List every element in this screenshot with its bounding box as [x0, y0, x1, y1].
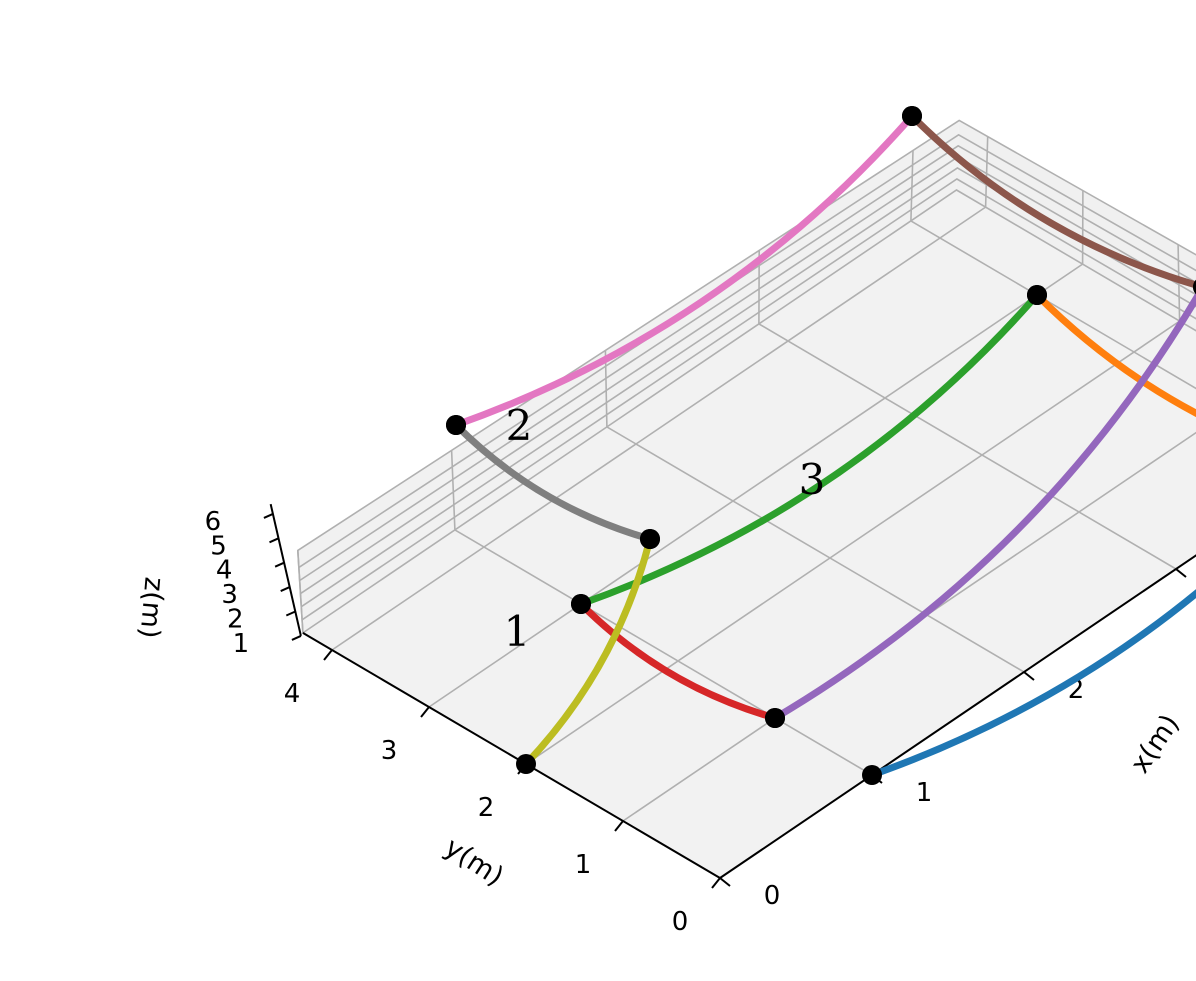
z-tick: [280, 586, 291, 593]
endpoint-marker: [1193, 279, 1196, 295]
y-tick-label: 3: [381, 736, 398, 766]
z-tick: [269, 537, 279, 544]
x-tick-label: 0: [764, 881, 781, 911]
z-tick-label: 1: [233, 629, 250, 659]
x-axis-label: x(m): [1125, 709, 1186, 779]
annotation-group: 1 2 3: [504, 401, 826, 656]
grid-line-z: [298, 133, 1196, 569]
z-axis-label: z(m): [133, 576, 169, 640]
grid-line-z: [299, 144, 1196, 582]
series-line-9: [522, 535, 654, 768]
y-tick: [420, 706, 430, 718]
x-tick: [1023, 671, 1035, 681]
y-tick-label: 0: [672, 907, 689, 937]
z-tick-label: 4: [216, 556, 233, 586]
series-line-1: [868, 589, 1196, 779]
series-line-8: [452, 421, 654, 543]
z-axis-line: [269, 503, 302, 637]
grid-line-z: [302, 189, 1196, 634]
y-tick-label: 2: [478, 793, 495, 823]
endpoint-marker: [902, 106, 922, 126]
annotation-3: 3: [799, 455, 826, 504]
series-line-4: [577, 600, 779, 722]
annotation-2: 2: [506, 401, 533, 450]
series-line-5: [771, 291, 1196, 722]
axis-lines: [269, 503, 1196, 879]
endpoint-marker: [516, 754, 536, 774]
x-axis-line: [719, 554, 1196, 879]
z-tick-label: 5: [210, 531, 227, 561]
endpoint-marker: [765, 708, 785, 728]
z-tick-label: 3: [221, 580, 238, 610]
y-tick: [323, 649, 333, 661]
z-tick: [291, 634, 302, 641]
x-tick: [1175, 568, 1187, 578]
y-tick-label: 1: [575, 850, 592, 880]
axis-ticks: 0123401234123456: [205, 507, 1187, 937]
x-tick-label: 1: [916, 778, 933, 808]
y-tick: [614, 820, 624, 832]
back-wall-pane: [297, 120, 960, 633]
endpoint-marker: [1027, 285, 1047, 305]
endpoint-marker: [446, 415, 466, 435]
y-tick: [711, 877, 721, 889]
grid-line-z: [300, 166, 1196, 608]
series-line-7: [452, 112, 916, 429]
x-tick: [719, 877, 731, 887]
z-tick-label: 6: [205, 507, 222, 537]
pane-edge: [296, 119, 1196, 633]
y-axis-label: y(m): [439, 832, 509, 893]
axes-panes: [297, 120, 1196, 878]
endpoint-marker: [862, 765, 882, 785]
series-line-2: [1033, 291, 1196, 418]
series-line-3: [577, 291, 1041, 608]
endpoint-marker: [571, 594, 591, 614]
y-tick-label: 4: [284, 679, 301, 709]
grid-line-z: [301, 178, 1196, 621]
series-group: [452, 112, 1196, 779]
marker-group: [446, 106, 1196, 785]
z-tick: [263, 512, 274, 519]
z-tick: [285, 610, 296, 617]
z-tick: [274, 561, 285, 568]
annotation-1: 1: [504, 607, 531, 656]
z-tick-label: 2: [227, 605, 244, 635]
series-line-6: [908, 112, 1196, 289]
y-axis-line: [302, 632, 721, 879]
endpoint-marker: [640, 529, 660, 549]
